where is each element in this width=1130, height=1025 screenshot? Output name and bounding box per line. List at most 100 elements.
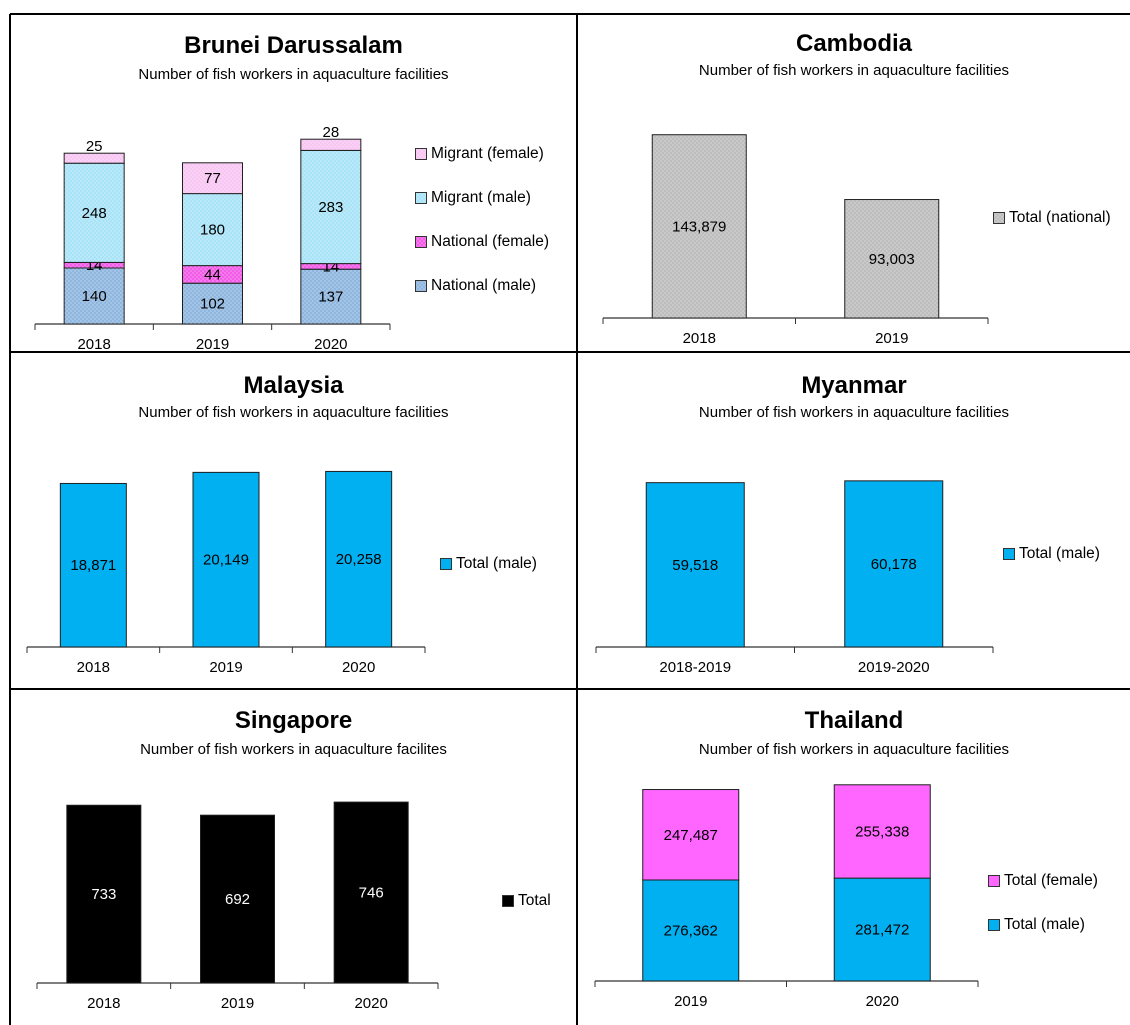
bar-total-male-2018 bbox=[59, 482, 127, 648]
legend: Total (male) bbox=[440, 542, 537, 586]
legend-label: Migrant (male) bbox=[431, 189, 531, 206]
bar-total-male-2018-2019 bbox=[645, 482, 745, 648]
chart-subtitle: Number of fish workers in aquaculture fa… bbox=[698, 741, 1010, 758]
bar-total-male-2019 bbox=[192, 471, 260, 648]
legend: Total (male) bbox=[1003, 532, 1100, 576]
legend: Total bbox=[502, 879, 551, 923]
data-label: 25 bbox=[86, 138, 103, 155]
x-tick-label: 2019 bbox=[674, 993, 707, 1010]
legend-label: Total bbox=[518, 892, 551, 909]
bar-total-national-2019 bbox=[844, 199, 940, 319]
x-tick-label: 2018 bbox=[683, 330, 716, 347]
x-tick-label: 2018-2019 bbox=[659, 659, 731, 676]
chart-subtitle: Number of fish workers in aquaculture fa… bbox=[138, 66, 449, 83]
chart-title: Cambodia bbox=[795, 30, 912, 57]
legend-label: Total (female) bbox=[1004, 872, 1098, 889]
chart-title: Myanmar bbox=[801, 372, 907, 399]
data-label: 255,338 bbox=[855, 823, 909, 840]
legend-swatch bbox=[440, 558, 452, 570]
data-label: 283 bbox=[318, 199, 343, 216]
x-tick-label: 2019 bbox=[196, 336, 229, 353]
legend-item-total-national: Total (national) bbox=[993, 196, 1111, 240]
legend-item-migrant-male: Migrant (male) bbox=[415, 176, 549, 220]
bar-total-national-2018 bbox=[651, 134, 747, 319]
bar-migrant-male-2020 bbox=[300, 149, 362, 265]
legend-item-total-male: Total (male) bbox=[1003, 532, 1100, 576]
bar-total-male-2019 bbox=[642, 879, 740, 982]
data-label: 281,472 bbox=[855, 922, 909, 939]
legend: Migrant (female) Migrant (male) National (… bbox=[415, 132, 549, 308]
bar-plot: 59,518 60,178 2018-2019 2019-2020 bbox=[595, 480, 994, 676]
data-label: 20,258 bbox=[336, 551, 382, 568]
data-label: 60,178 bbox=[871, 556, 917, 573]
chart-panel-cambodia: Cambodia Number of fish workers in aquacu… bbox=[578, 14, 1130, 352]
data-label: 143,879 bbox=[672, 218, 726, 235]
data-label: 733 bbox=[91, 886, 116, 903]
legend-swatch bbox=[415, 148, 427, 160]
legend-swatch bbox=[502, 895, 514, 907]
bar-plot: 18,871 20,149 20,258 2018 2019 2020 bbox=[26, 470, 426, 676]
data-label: 746 bbox=[359, 885, 384, 902]
data-label: 44 bbox=[204, 266, 221, 283]
bar-total-female-2020 bbox=[833, 784, 931, 879]
data-label: 93,003 bbox=[869, 251, 915, 268]
bar-plot: 143,879 93,003 2018 2019 bbox=[602, 134, 989, 347]
bar-migrant-female-2020 bbox=[300, 138, 362, 151]
bar-total-2019 bbox=[200, 814, 275, 984]
data-label: 28 bbox=[322, 124, 339, 141]
chart-title: Malaysia bbox=[243, 372, 344, 399]
legend-swatch bbox=[415, 236, 427, 248]
legend-label: Total (male) bbox=[456, 555, 537, 572]
chart-subtitle: Number of fish workers in aquaculture fa… bbox=[698, 62, 1010, 79]
bar-total-male-2019-2020 bbox=[844, 480, 944, 648]
bar-total-2018 bbox=[66, 804, 142, 984]
legend: Total (female) Total (male) bbox=[988, 859, 1098, 947]
x-tick-label: 2018 bbox=[87, 995, 120, 1012]
data-label: 137 bbox=[318, 289, 343, 306]
legend-swatch bbox=[993, 212, 1005, 224]
data-label: 77 bbox=[204, 170, 221, 187]
bar-total-2020 bbox=[333, 801, 409, 984]
data-label: 247,487 bbox=[664, 827, 718, 844]
bar-migrant-male-2018 bbox=[63, 162, 125, 263]
legend-item-national-male: National (male) bbox=[415, 264, 549, 308]
legend-item-total: Total bbox=[502, 879, 551, 923]
chart-panel-myanmar: Myanmar Number of fish workers in aquacul… bbox=[578, 352, 1130, 689]
legend-item-national-female: National (female) bbox=[415, 220, 549, 264]
x-tick-label: 2019 bbox=[209, 659, 242, 676]
data-label: 102 bbox=[200, 296, 225, 313]
legend-label: Total (male) bbox=[1004, 916, 1085, 933]
x-tick-label: 2019-2020 bbox=[858, 659, 930, 676]
chart-subtitle: Number of fish workers in aquaculture fa… bbox=[698, 404, 1010, 421]
x-tick-label: 2018 bbox=[77, 659, 110, 676]
legend-swatch bbox=[988, 919, 1000, 931]
legend-label: National (male) bbox=[431, 277, 537, 294]
chart-panel-malaysia: Malaysia Number of fish workers in aquacu… bbox=[10, 352, 577, 689]
chart-panel-singapore: Singapore Number of fish workers in aquac… bbox=[10, 689, 577, 1025]
bar-migrant-female-2018 bbox=[63, 152, 125, 164]
legend-item-total-male: Total (male) bbox=[988, 903, 1098, 947]
data-label: 276,362 bbox=[664, 922, 718, 939]
legend-swatch bbox=[988, 875, 1000, 887]
x-tick-label: 2019 bbox=[221, 995, 254, 1012]
x-tick-label: 2020 bbox=[314, 336, 347, 353]
data-label: 59,518 bbox=[672, 557, 718, 574]
x-tick-label: 2020 bbox=[342, 659, 375, 676]
x-tick-label: 2020 bbox=[354, 995, 387, 1012]
bar-migrant-male-2019 bbox=[182, 193, 243, 267]
legend-label: Total (national) bbox=[1009, 209, 1111, 226]
data-label: 692 bbox=[225, 891, 250, 908]
bar-total-female-2019 bbox=[642, 789, 740, 881]
chart-title: Singapore bbox=[234, 707, 353, 734]
x-tick-label: 2019 bbox=[875, 330, 908, 347]
bar-total-male-2020 bbox=[325, 470, 393, 648]
data-label: 20,149 bbox=[203, 552, 249, 569]
legend-label: Total (male) bbox=[1019, 545, 1100, 562]
bar-total-male-2020 bbox=[833, 877, 931, 982]
bar-migrant-female-2019 bbox=[182, 162, 243, 195]
legend-item-migrant-female: Migrant (female) bbox=[415, 132, 549, 176]
chart-title: Thailand bbox=[804, 707, 904, 734]
